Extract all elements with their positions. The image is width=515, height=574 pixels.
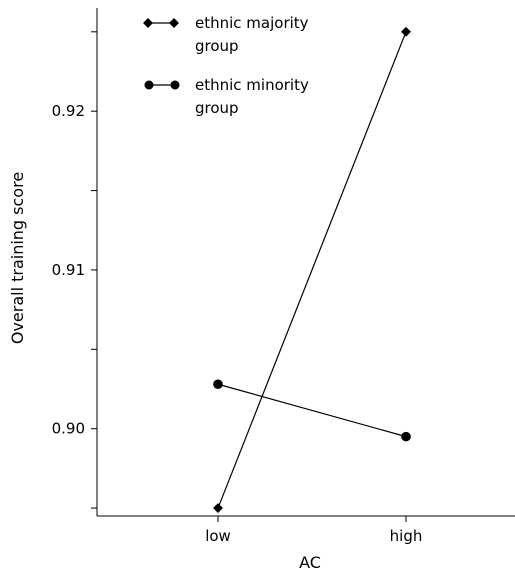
y-tick-label: 0.90 [52,420,85,438]
legend-label-majority-line2: group [195,37,239,55]
x-tick-label: high [390,527,423,545]
y-tick-label: 0.91 [52,261,85,279]
legend-label-majority-line1: ethnic majority [195,14,309,32]
data-point [213,379,223,390]
x-ticks: low high [205,516,422,545]
legend: ethnic majority group ethnic minority gr… [143,14,314,117]
x-tick-label: low [205,527,231,545]
y-axis-title: Overall training score [8,172,27,344]
y-ticks: 0.90 0.91 0.92 [52,31,97,509]
data-point [401,431,411,442]
legend-label-majority: ethnic majority group [195,14,313,55]
legend-entry-minority: ethnic minority group [144,76,314,117]
series-layer [213,26,411,514]
legend-marker-minority [144,80,154,90]
legend-marker-minority [170,80,180,90]
data-point [401,26,411,37]
legend-marker-majority [169,18,179,28]
data-point [213,503,223,514]
legend-entry-majority: ethnic majority group [143,14,313,55]
legend-label-minority-line1: ethnic minority [195,76,309,94]
y-tick-label: 0.92 [52,102,85,120]
axes [96,8,515,517]
series-line [217,383,407,438]
legend-label-minority-line2: group [195,99,239,117]
legend-marker-majority [143,18,153,28]
series-line [217,31,407,509]
x-axis-title: AC [299,553,321,572]
legend-label-minority: ethnic minority group [195,76,314,117]
